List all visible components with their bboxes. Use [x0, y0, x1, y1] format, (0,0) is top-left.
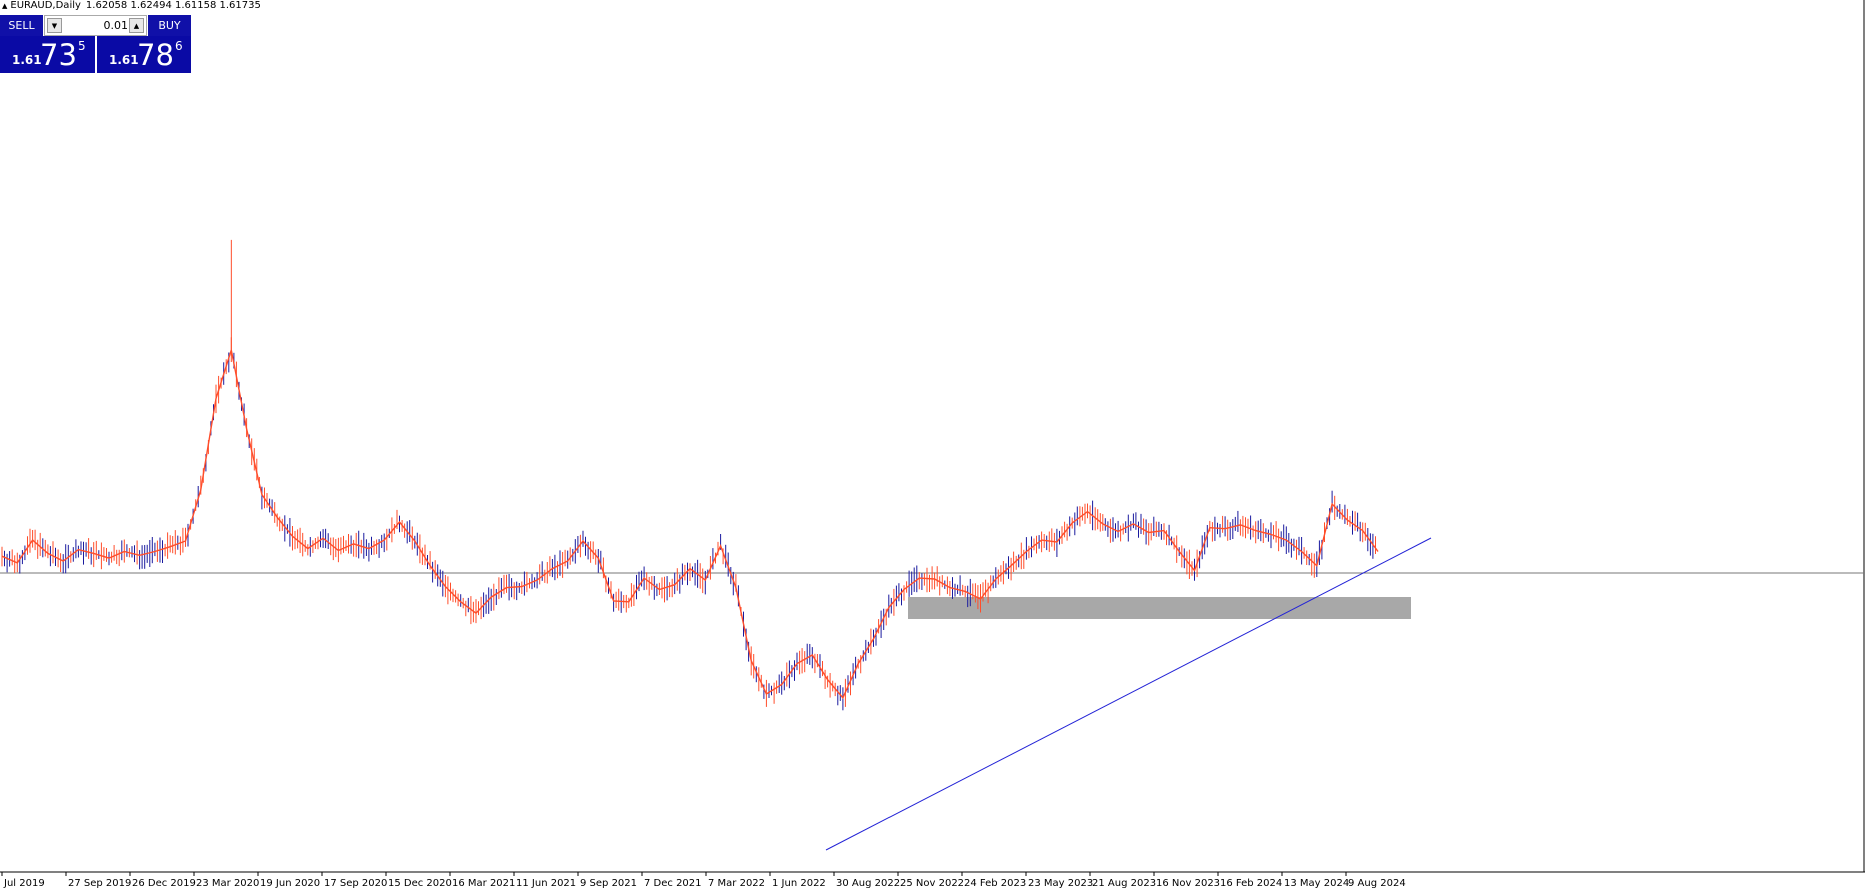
buy-price-prefix: 1.61: [109, 53, 139, 67]
one-click-trading-panel: SELL ▼ 0.01 ▲ BUY 1.61 73 5 1.61 78 6: [0, 15, 191, 73]
x-axis-label: 23 May 2023: [1028, 878, 1093, 889]
chart-header: ▲ EURAUD,Daily 1.62058 1.62494 1.61158 1.6…: [2, 0, 261, 12]
x-axis-label: 21 Aug 2023: [1092, 878, 1156, 889]
buy-button[interactable]: BUY: [148, 15, 191, 36]
lot-increase-arrow-icon[interactable]: ▲: [129, 18, 144, 33]
lot-size-control: ▼ 0.01 ▲: [44, 15, 147, 36]
x-axis-label: 9 Sep 2021: [580, 878, 637, 889]
x-axis-label: 11 Jun 2021: [516, 878, 576, 889]
collapse-triangle-icon[interactable]: ▲: [2, 2, 8, 10]
trend-line[interactable]: [825, 537, 1432, 851]
x-axis-label: 7 Mar 2022: [708, 878, 765, 889]
x-axis-label: 26 Dec 2019: [132, 878, 196, 889]
symbol-label: EURAUD,Daily: [10, 0, 81, 11]
lot-size-input[interactable]: 0.01: [103, 19, 129, 32]
sell-price-button[interactable]: 1.61 73 5: [0, 36, 95, 73]
x-axis-label: 30 Aug 2022: [836, 878, 900, 889]
x-axis-label: 9 Aug 2024: [1348, 878, 1406, 889]
x-axis-label: 15 Dec 2020: [388, 878, 452, 889]
sell-price-pips: 73: [40, 38, 77, 72]
x-axis-label: 16 Nov 2023: [1156, 878, 1220, 889]
buy-price-pips: 78: [137, 38, 174, 72]
buy-price-fraction: 6: [175, 39, 183, 53]
sell-button[interactable]: SELL: [0, 15, 43, 36]
x-axis-label: 23 Mar 2020: [196, 878, 259, 889]
ohlc-values: 1.62058 1.62494 1.61158 1.61735: [85, 0, 261, 11]
x-axis-label: 24 Feb 2023: [964, 878, 1026, 889]
lot-decrease-arrow-icon[interactable]: ▼: [47, 18, 62, 33]
sell-price-prefix: 1.61: [12, 53, 42, 67]
x-axis-label: 7 Dec 2021: [644, 878, 702, 889]
buy-price-button[interactable]: 1.61 78 6: [97, 36, 191, 73]
x-axis-label: 1 Jun 2022: [772, 878, 826, 889]
price-line: [1, 349, 1379, 700]
x-axis-label: 25 Nov 2022: [900, 878, 964, 889]
x-axis-label: 13 May 2024: [1284, 878, 1349, 889]
x-axis-label: Jul 2019: [3, 878, 45, 889]
x-axis-label: 16 Mar 2021: [452, 878, 515, 889]
x-axis-label: 16 Feb 2024: [1220, 878, 1282, 889]
x-axis-label: 27 Sep 2019: [68, 878, 131, 889]
x-axis-label: 17 Sep 2020: [324, 878, 387, 889]
sell-price-fraction: 5: [78, 39, 86, 53]
x-axis-label: 19 Jun 2020: [260, 878, 320, 889]
